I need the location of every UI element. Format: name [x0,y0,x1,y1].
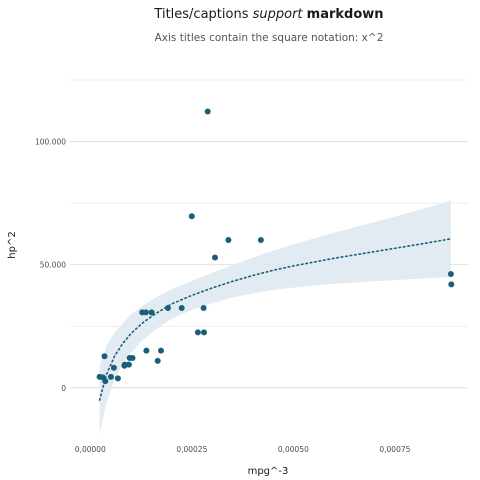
data-point [121,361,128,368]
data-point [164,305,171,311]
data-point [143,347,150,354]
data-point [200,305,207,311]
x-axis-title: mpg^-3 [248,466,289,477]
chart-title: Titles/captions support markdown [153,7,383,22]
data-point [225,237,232,243]
confidence-band-layer [99,200,451,435]
y-tick-label: 50.000 [40,261,66,270]
data-point [148,309,155,316]
data-point [129,355,136,361]
data-point [212,254,218,261]
data-point [204,108,211,115]
y-tick-label: 0 [61,384,66,393]
data-points [96,108,455,385]
data-point [447,271,454,277]
y-axis-ticks: 0 50.000 100.000 [35,138,66,393]
x-tick-label: 0,00000 [75,445,106,454]
chart-subtitle: Axis titles contain the square notation:… [155,32,384,44]
data-point [102,378,109,385]
chart-title-italic: support [253,7,304,22]
data-point [101,353,108,360]
data-point [125,361,132,368]
x-tick-label: 0,00050 [278,445,309,454]
x-axis-ticks: 0,00000 0,00025 0,00050 0,00075 [75,445,411,454]
chart-title-bold: markdown [307,7,384,22]
x-tick-label: 0,00025 [176,445,207,454]
trend-line-layer [98,238,452,401]
y-axis-title: hp^2 [7,231,18,258]
data-point [108,373,114,380]
y-tick-label: 100.000 [35,138,66,147]
confidence-band [99,200,451,435]
data-point [178,305,185,311]
x-tick-label: 0,00075 [379,445,410,454]
trend-line [98,238,452,401]
data-point [448,281,455,288]
data-point [114,375,121,382]
data-point [110,364,117,371]
chart-title-plain: Titles/captions [153,7,252,22]
data-point [257,237,264,243]
data-point [154,357,161,364]
data-point [158,347,164,354]
data-point [142,309,149,316]
data-point [201,329,207,336]
data-point [188,213,195,220]
data-point [194,329,201,336]
